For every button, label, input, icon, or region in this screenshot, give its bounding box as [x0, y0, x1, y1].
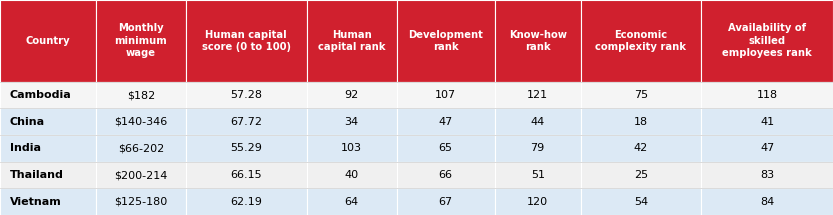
Text: 34: 34 — [345, 117, 358, 127]
Bar — [96, 162, 186, 188]
Bar — [186, 82, 307, 108]
Text: $66-202: $66-202 — [117, 143, 164, 153]
Text: 118: 118 — [756, 90, 778, 100]
Text: 62.19: 62.19 — [230, 197, 262, 207]
Text: 67.72: 67.72 — [230, 117, 262, 127]
Bar — [581, 135, 701, 162]
Bar — [0, 188, 96, 215]
Text: $140-346: $140-346 — [114, 117, 167, 127]
Text: Thailand: Thailand — [10, 170, 64, 180]
Bar — [0, 135, 96, 162]
Bar — [0, 82, 96, 108]
Text: Vietnam: Vietnam — [10, 197, 62, 207]
Bar — [581, 188, 701, 215]
Bar — [307, 188, 397, 215]
Text: 65: 65 — [439, 143, 452, 153]
Bar — [495, 162, 581, 188]
Bar — [495, 135, 581, 162]
Bar — [186, 108, 307, 135]
Text: 120: 120 — [527, 197, 548, 207]
Text: Availability of
skilled
employees rank: Availability of skilled employees rank — [722, 23, 812, 58]
Text: $125-180: $125-180 — [114, 197, 167, 207]
Bar — [96, 135, 186, 162]
Bar — [701, 162, 833, 188]
Bar — [495, 82, 581, 108]
Bar — [397, 0, 495, 82]
Bar — [307, 108, 397, 135]
Bar — [0, 108, 96, 135]
Bar — [397, 135, 495, 162]
Bar — [701, 0, 833, 82]
Text: Human
capital rank: Human capital rank — [317, 30, 386, 52]
Bar — [186, 162, 307, 188]
Bar — [701, 188, 833, 215]
Bar — [581, 108, 701, 135]
Bar — [581, 82, 701, 108]
Text: 55.29: 55.29 — [230, 143, 262, 153]
Bar — [397, 188, 495, 215]
Bar — [0, 162, 96, 188]
Text: Know-how
rank: Know-how rank — [509, 30, 566, 52]
Text: 121: 121 — [527, 90, 548, 100]
Text: Monthly
minimum
wage: Monthly minimum wage — [114, 23, 167, 58]
Text: $200-214: $200-214 — [114, 170, 167, 180]
Bar — [495, 0, 581, 82]
Text: 66.15: 66.15 — [231, 170, 262, 180]
Bar — [307, 135, 397, 162]
Bar — [397, 162, 495, 188]
Bar — [495, 188, 581, 215]
Text: 44: 44 — [531, 117, 545, 127]
Text: Cambodia: Cambodia — [10, 90, 72, 100]
Bar — [186, 188, 307, 215]
Text: 75: 75 — [634, 90, 648, 100]
Text: China: China — [10, 117, 45, 127]
Bar — [581, 0, 701, 82]
Text: 66: 66 — [439, 170, 452, 180]
Bar — [307, 0, 397, 82]
Text: 25: 25 — [634, 170, 648, 180]
Text: 107: 107 — [435, 90, 456, 100]
Text: India: India — [10, 143, 41, 153]
Bar — [96, 0, 186, 82]
Text: Country: Country — [26, 36, 70, 46]
Text: 84: 84 — [760, 197, 775, 207]
Bar — [701, 82, 833, 108]
Text: 47: 47 — [760, 143, 775, 153]
Bar — [96, 188, 186, 215]
Bar — [701, 135, 833, 162]
Text: Development
rank: Development rank — [408, 30, 483, 52]
Bar — [96, 82, 186, 108]
Text: Human capital
score (0 to 100): Human capital score (0 to 100) — [202, 30, 291, 52]
Bar — [307, 82, 397, 108]
Bar — [397, 82, 495, 108]
Bar — [307, 162, 397, 188]
Bar — [0, 0, 96, 82]
Text: 64: 64 — [345, 197, 358, 207]
Text: 57.28: 57.28 — [230, 90, 262, 100]
Bar — [96, 108, 186, 135]
Text: 67: 67 — [439, 197, 452, 207]
Bar — [495, 108, 581, 135]
Text: $182: $182 — [127, 90, 155, 100]
Text: 47: 47 — [438, 117, 453, 127]
Text: 103: 103 — [341, 143, 362, 153]
Text: 42: 42 — [634, 143, 648, 153]
Bar — [701, 108, 833, 135]
Bar — [397, 108, 495, 135]
Text: 18: 18 — [634, 117, 648, 127]
Text: 51: 51 — [531, 170, 545, 180]
Text: Economic
complexity rank: Economic complexity rank — [596, 30, 686, 52]
Text: 41: 41 — [761, 117, 774, 127]
Text: 92: 92 — [344, 90, 359, 100]
Text: 83: 83 — [761, 170, 774, 180]
Bar — [581, 162, 701, 188]
Text: 54: 54 — [634, 197, 648, 207]
Bar — [186, 135, 307, 162]
Text: 40: 40 — [345, 170, 358, 180]
Text: 79: 79 — [531, 143, 545, 153]
Bar — [186, 0, 307, 82]
